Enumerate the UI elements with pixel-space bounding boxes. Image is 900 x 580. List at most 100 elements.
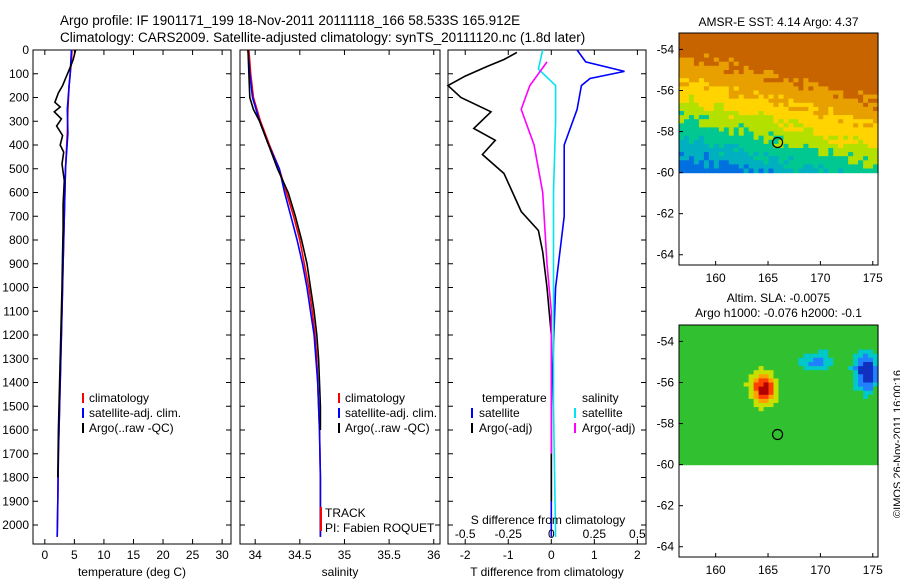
heatmap-cell	[698, 407, 705, 412]
heatmap-cell	[828, 65, 834, 71]
heatmap-cell	[793, 398, 799, 404]
heatmap-cell	[783, 333, 790, 338]
heatmap-cell	[813, 341, 819, 347]
heatmap-cell	[798, 164, 804, 170]
heatmap-cell	[703, 394, 710, 400]
heatmap-cell	[703, 123, 710, 128]
heatmap-cell	[858, 82, 864, 87]
heatmap-cell	[738, 325, 745, 330]
heatmap-cell	[873, 164, 879, 170]
heatmap-cell	[788, 102, 795, 108]
heatmap-cell	[833, 329, 839, 334]
heatmap-cell	[868, 123, 874, 128]
heatmap-cell	[763, 378, 770, 384]
heatmap-cell	[863, 456, 869, 462]
heatmap-cell	[853, 382, 859, 388]
heatmap-cell	[858, 362, 864, 367]
heatmap-cell	[838, 366, 844, 371]
heatmap-cell	[833, 460, 839, 466]
heatmap-cell	[778, 49, 785, 55]
heatmap-cell	[823, 415, 829, 420]
heatmap-cell	[758, 374, 765, 379]
heatmap-cell	[843, 325, 849, 330]
heatmap-cell	[873, 423, 879, 429]
heatmap-cell	[748, 390, 755, 396]
y-tick-label: 900	[9, 257, 29, 271]
heatmap-cell	[843, 57, 849, 63]
heatmap-cell	[848, 98, 854, 104]
heatmap-cell	[793, 152, 799, 157]
heatmap-cell	[723, 444, 730, 449]
heatmap-cell	[748, 378, 755, 384]
heatmap-cell	[783, 337, 790, 342]
heatmap-cell	[698, 135, 705, 141]
heatmap-cell	[843, 407, 849, 412]
heatmap-cell	[813, 127, 819, 133]
heatmap-cell	[743, 440, 750, 445]
heatmap-cell	[728, 415, 735, 420]
heatmap-cell	[679, 156, 685, 161]
heatmap-cell	[733, 427, 740, 433]
heatmap-cell	[684, 325, 690, 330]
heatmap-cell	[868, 456, 874, 462]
x-tick-label-differences: 2	[634, 548, 641, 562]
heatmap-cell	[728, 374, 735, 379]
heatmap-cell	[823, 440, 829, 445]
heatmap-cell	[793, 370, 799, 375]
heatmap-cell	[843, 435, 849, 441]
heatmap-cell	[748, 131, 755, 137]
heatmap-cell	[803, 135, 809, 141]
heatmap-cell	[718, 78, 725, 83]
heatmap-cell	[833, 415, 839, 420]
heatmap-cell	[763, 407, 770, 412]
heatmap-cell	[679, 115, 685, 120]
heatmap-cell	[803, 456, 809, 462]
heatmap-cell	[679, 65, 685, 71]
heatmap-cell	[788, 341, 795, 347]
heatmap-cell	[718, 57, 725, 63]
heatmap-cell	[684, 98, 690, 104]
heatmap-cell	[788, 370, 795, 375]
heatmap-cell	[788, 37, 795, 42]
heatmap-cell	[723, 156, 730, 161]
heatmap-cell	[783, 370, 790, 375]
heatmap-cell	[748, 78, 755, 83]
heatmap-cell	[684, 53, 690, 59]
heatmap-cell	[783, 440, 790, 445]
heatmap-cell	[828, 86, 834, 92]
heatmap-cell	[783, 345, 790, 351]
heatmap-cell	[713, 78, 720, 83]
heatmap-cell	[728, 33, 735, 38]
heatmap-cell	[783, 382, 790, 388]
series-line-differences-2	[537, 49, 557, 537]
heatmap-cell	[718, 111, 725, 116]
heatmap-cell	[738, 152, 745, 157]
heatmap-cell	[718, 41, 725, 46]
heatmap-cell	[713, 86, 720, 92]
heatmap-cell	[788, 41, 795, 46]
heatmap-cell	[778, 362, 785, 367]
heatmap-cell	[708, 94, 715, 100]
heatmap-cell	[753, 53, 760, 59]
heatmap-cell	[848, 448, 854, 453]
heatmap-cell	[853, 398, 859, 404]
heatmap-cell	[713, 394, 720, 400]
heatmap-cell	[684, 41, 690, 46]
heatmap-cell	[743, 456, 750, 462]
heatmap-cell	[763, 74, 770, 79]
heatmap-cell	[738, 440, 745, 445]
heatmap-cell	[778, 94, 785, 100]
heatmap-cell	[798, 86, 804, 92]
heatmap-cell	[708, 435, 715, 441]
heatmap-cell	[843, 423, 849, 429]
heatmap-cell	[823, 70, 829, 75]
heatmap-cell	[808, 102, 814, 108]
heatmap-cell	[808, 111, 814, 116]
heatmap-cell	[679, 382, 685, 388]
heatmap-cell	[788, 440, 795, 445]
heatmap-cell	[818, 345, 824, 351]
heatmap-cell	[793, 431, 799, 437]
heatmap-cell	[808, 148, 814, 153]
sla-map-frame	[678, 324, 879, 558]
heatmap-cell	[693, 156, 700, 161]
